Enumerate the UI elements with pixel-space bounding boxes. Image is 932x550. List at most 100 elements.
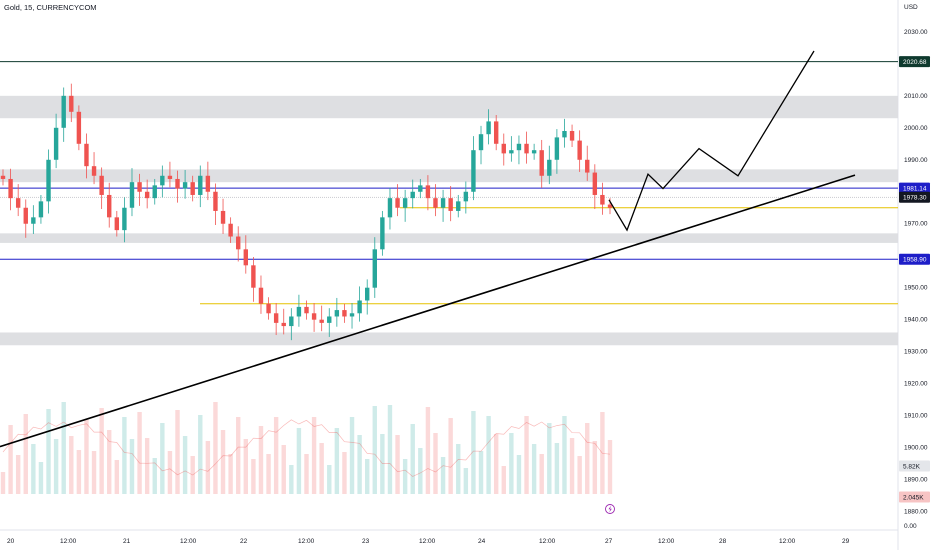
volume-label-bg — [899, 491, 930, 503]
candle-body — [296, 306, 302, 317]
candle-body — [600, 194, 605, 205]
candle-body — [311, 313, 317, 320]
candle-body — [478, 134, 484, 151]
candle-body — [144, 191, 150, 199]
candle-body — [251, 265, 256, 288]
x-tick-label: 12:00 — [298, 538, 315, 545]
candle-body — [182, 182, 188, 189]
y-tick-label: 1940.00 — [904, 317, 928, 324]
volume-bar — [190, 456, 195, 494]
candle-body — [516, 143, 522, 151]
x-tick-label: 12:00 — [419, 538, 436, 545]
lightning-icon[interactable] — [605, 504, 615, 514]
candle-body — [387, 198, 393, 218]
candle-body — [273, 313, 279, 323]
candle-body — [607, 204, 613, 208]
y-tick-label: 2010.00 — [904, 93, 928, 100]
candle-body — [349, 313, 355, 317]
volume-bar — [31, 444, 36, 494]
candle-body — [289, 316, 294, 327]
candle-body — [46, 159, 51, 202]
candle-body — [167, 175, 173, 179]
volume-bar — [319, 443, 324, 494]
candle-body — [91, 166, 97, 176]
volume-bar — [600, 412, 605, 494]
volume-bar — [304, 454, 309, 494]
price-label: 1958.90 — [903, 257, 927, 264]
volume-bar — [15, 455, 21, 494]
volume-bar — [296, 428, 302, 494]
volume-bar — [547, 423, 552, 494]
volume-bar — [220, 430, 226, 494]
candle-body — [456, 201, 461, 211]
volume-bar — [418, 448, 423, 494]
volume-bar — [478, 451, 484, 494]
volume-bar — [198, 415, 203, 494]
volume-bar — [562, 416, 567, 494]
volume-bar — [137, 412, 142, 494]
price-label-bg — [899, 253, 930, 265]
volume-bar — [69, 436, 74, 494]
y-tick-label: 2030.00 — [904, 29, 928, 36]
volume-bar — [160, 423, 165, 494]
candle-body — [243, 249, 248, 266]
candle-body — [99, 175, 104, 195]
x-tick-label: 29 — [842, 538, 850, 545]
volume-bar — [501, 466, 506, 494]
volume-bar — [402, 459, 408, 494]
price-label: 1978.30 — [903, 195, 927, 202]
candle-body — [418, 185, 423, 192]
x-tick-label: 24 — [478, 538, 486, 545]
candle-body — [15, 198, 21, 208]
volume-bar — [463, 468, 469, 494]
volume-bar — [144, 438, 150, 494]
volume-bar — [129, 439, 135, 494]
x-tick-label: 12:00 — [180, 538, 197, 545]
volume-bar — [61, 402, 66, 494]
volume-bar — [243, 439, 248, 494]
x-tick-label: 23 — [362, 538, 370, 545]
volume-bar — [342, 452, 347, 494]
volume-bar — [23, 414, 28, 494]
volume-bar — [99, 408, 104, 494]
candle-body — [61, 95, 66, 128]
volume-bar — [273, 417, 279, 494]
candle-body — [137, 182, 142, 192]
y-tick-label: 1930.00 — [904, 349, 928, 356]
candle-body — [258, 287, 264, 304]
volume-bar — [516, 455, 522, 494]
volume-bar — [357, 435, 362, 494]
candle-body — [304, 306, 309, 314]
x-tick-label: 27 — [605, 538, 613, 545]
candle-body — [471, 150, 476, 192]
candle-body — [114, 217, 120, 231]
x-tick-label: 12:00 — [658, 538, 675, 545]
candle-body — [84, 143, 89, 167]
candle-body — [152, 185, 157, 199]
candle-body — [372, 249, 377, 288]
volume-ma-line — [2, 419, 611, 477]
y-tick-label: 1900.00 — [904, 445, 928, 452]
candle-body — [190, 182, 195, 195]
volume-bar — [311, 417, 317, 494]
candle-body — [342, 310, 347, 317]
volume-bar — [448, 418, 453, 494]
volume-bar — [349, 417, 355, 494]
volume-bar — [107, 430, 112, 494]
price-label: 1981.14 — [903, 186, 927, 193]
price-label-bg — [899, 56, 930, 68]
volume-label: 5.82K — [903, 463, 921, 470]
y-tick-label: 1970.00 — [904, 221, 928, 228]
volume-bar — [372, 406, 377, 494]
price-label: 2020.68 — [903, 59, 927, 66]
volume-bar — [182, 436, 188, 494]
volume-bar — [471, 411, 476, 494]
x-tick-label: 12:00 — [539, 538, 556, 545]
volume-bar — [456, 444, 461, 494]
zone-rect — [0, 95, 898, 119]
volume-bar — [91, 451, 97, 494]
volume-bar — [433, 433, 438, 494]
y-tick-label: 1890.00 — [904, 477, 928, 484]
candle-body — [160, 175, 165, 186]
